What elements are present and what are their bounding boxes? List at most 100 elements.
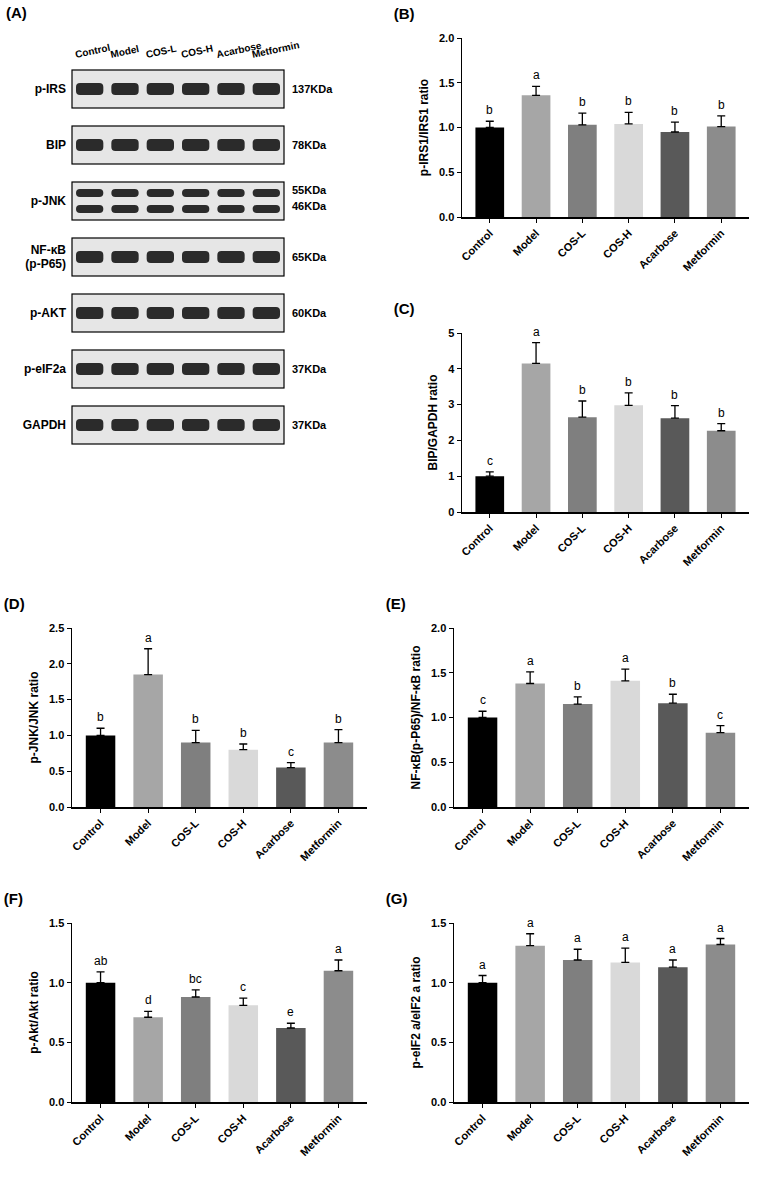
svg-text:1.0: 1.0 (49, 729, 64, 741)
svg-text:a: a (717, 921, 724, 935)
svg-text:37KDa: 37KDa (292, 419, 327, 431)
svg-text:COS-H: COS-H (597, 1112, 631, 1146)
svg-text:p-JNK/JNK ratio: p-JNK/JNK ratio (27, 671, 41, 763)
svg-text:a: a (533, 325, 540, 339)
svg-text:p-eIF2a: p-eIF2a (24, 362, 66, 376)
svg-text:1.0: 1.0 (439, 121, 454, 133)
svg-text:COS-L: COS-L (168, 817, 201, 850)
svg-text:a: a (527, 654, 534, 668)
svg-text:1.0: 1.0 (431, 711, 446, 723)
svg-text:1: 1 (448, 470, 454, 482)
svg-text:b: b (486, 103, 493, 117)
svg-text:b: b (240, 726, 247, 740)
svg-text:Metformin: Metformin (298, 1112, 344, 1158)
svg-text:3: 3 (448, 398, 454, 410)
svg-text:Model: Model (510, 227, 541, 258)
svg-text:(C): (C) (394, 300, 415, 317)
svg-text:COS-H: COS-H (600, 227, 634, 261)
svg-text:Control: Control (70, 1112, 106, 1148)
svg-text:0.5: 0.5 (439, 166, 454, 178)
svg-text:1.0: 1.0 (431, 977, 446, 989)
svg-text:COS-L: COS-L (550, 817, 583, 850)
svg-text:Model: Model (122, 1112, 153, 1143)
svg-text:2.0: 2.0 (49, 658, 64, 670)
svg-text:Metformin: Metformin (680, 227, 726, 273)
svg-text:bc: bc (189, 972, 202, 986)
svg-text:Metformin: Metformin (298, 817, 344, 863)
svg-text:Metformin: Metformin (251, 39, 301, 60)
svg-text:b: b (671, 104, 678, 118)
svg-text:p-AKT: p-AKT (30, 306, 67, 320)
svg-text:a: a (527, 916, 534, 930)
svg-text:a: a (622, 651, 629, 665)
svg-text:37KDa: 37KDa (292, 363, 327, 375)
svg-text:Acarbose: Acarbose (252, 1112, 296, 1156)
svg-text:p-IRS: p-IRS (35, 82, 66, 96)
svg-text:0.5: 0.5 (431, 756, 446, 768)
svg-text:Model: Model (122, 817, 153, 848)
svg-text:1.5: 1.5 (49, 917, 64, 929)
svg-text:COS-H: COS-H (215, 1112, 249, 1146)
svg-text:b: b (579, 383, 586, 397)
svg-text:GAPDH: GAPDH (23, 418, 66, 432)
svg-text:COS-H: COS-H (600, 522, 634, 556)
svg-text:Control: Control (459, 522, 495, 558)
svg-text:(G): (G) (386, 890, 408, 907)
svg-text:1.5: 1.5 (49, 693, 64, 705)
svg-text:p-Akt/Akt ratio: p-Akt/Akt ratio (27, 971, 41, 1054)
svg-text:NF-κB(p-P65)/NF-κB ratio: NF-κB(p-P65)/NF-κB ratio (409, 645, 423, 789)
svg-text:a: a (622, 930, 629, 944)
svg-text:0.0: 0.0 (439, 211, 454, 223)
svg-text:b: b (625, 375, 632, 389)
svg-text:COS-L: COS-L (168, 1112, 201, 1145)
svg-text:0.5: 0.5 (49, 1036, 64, 1048)
svg-text:a: a (574, 931, 581, 945)
svg-text:(F): (F) (4, 890, 23, 907)
svg-text:0.0: 0.0 (431, 1096, 446, 1108)
svg-text:c: c (288, 745, 294, 759)
svg-text:p-JNK: p-JNK (31, 194, 67, 208)
svg-text:Control: Control (459, 227, 495, 263)
svg-text:1.5: 1.5 (431, 667, 446, 679)
svg-text:Metformin: Metformin (680, 1112, 726, 1158)
svg-text:Model: Model (109, 43, 140, 60)
svg-text:COS-L: COS-L (550, 1112, 583, 1145)
svg-text:ab: ab (94, 954, 108, 968)
svg-text:5: 5 (448, 327, 454, 339)
svg-text:Metformin: Metformin (680, 817, 726, 863)
svg-text:0.0: 0.0 (49, 801, 64, 813)
svg-text:b: b (718, 98, 725, 112)
svg-text:65KDa: 65KDa (292, 251, 327, 263)
svg-text:c: c (717, 708, 723, 722)
svg-text:Model: Model (504, 1112, 535, 1143)
svg-text:0: 0 (448, 506, 454, 518)
svg-text:e: e (287, 1005, 294, 1019)
svg-text:BIP: BIP (46, 138, 66, 152)
svg-text:a: a (145, 631, 152, 645)
svg-text:(B): (B) (394, 5, 415, 22)
svg-text:Control: Control (452, 817, 488, 853)
svg-text:a: a (335, 942, 342, 956)
svg-text:78KDa: 78KDa (292, 139, 327, 151)
svg-text:Control: Control (70, 817, 106, 853)
svg-text:Acarbose: Acarbose (634, 817, 678, 861)
svg-text:COS-H: COS-H (180, 42, 214, 59)
svg-text:c: c (240, 980, 246, 994)
svg-text:a: a (479, 958, 486, 972)
svg-text:Acarbose: Acarbose (252, 817, 296, 861)
svg-text:1.5: 1.5 (431, 917, 446, 929)
svg-text:NF-κB: NF-κB (31, 243, 67, 257)
svg-text:(p-P65): (p-P65) (25, 257, 66, 271)
svg-text:Model: Model (504, 817, 535, 848)
svg-text:55KDa: 55KDa (292, 184, 327, 196)
svg-text:b: b (335, 712, 342, 726)
svg-text:COS-H: COS-H (215, 817, 249, 851)
svg-text:BIP/GAPDH ratio: BIP/GAPDH ratio (426, 374, 440, 470)
svg-text:137KDa: 137KDa (292, 83, 333, 95)
svg-text:0.5: 0.5 (431, 1036, 446, 1048)
svg-text:a: a (533, 68, 540, 82)
svg-text:b: b (671, 388, 678, 402)
svg-text:p-eIF2 a/eIF2 a ratio: p-eIF2 a/eIF2 a ratio (409, 956, 423, 1068)
svg-text:d: d (145, 993, 152, 1007)
svg-text:Acarbose: Acarbose (634, 1112, 678, 1156)
